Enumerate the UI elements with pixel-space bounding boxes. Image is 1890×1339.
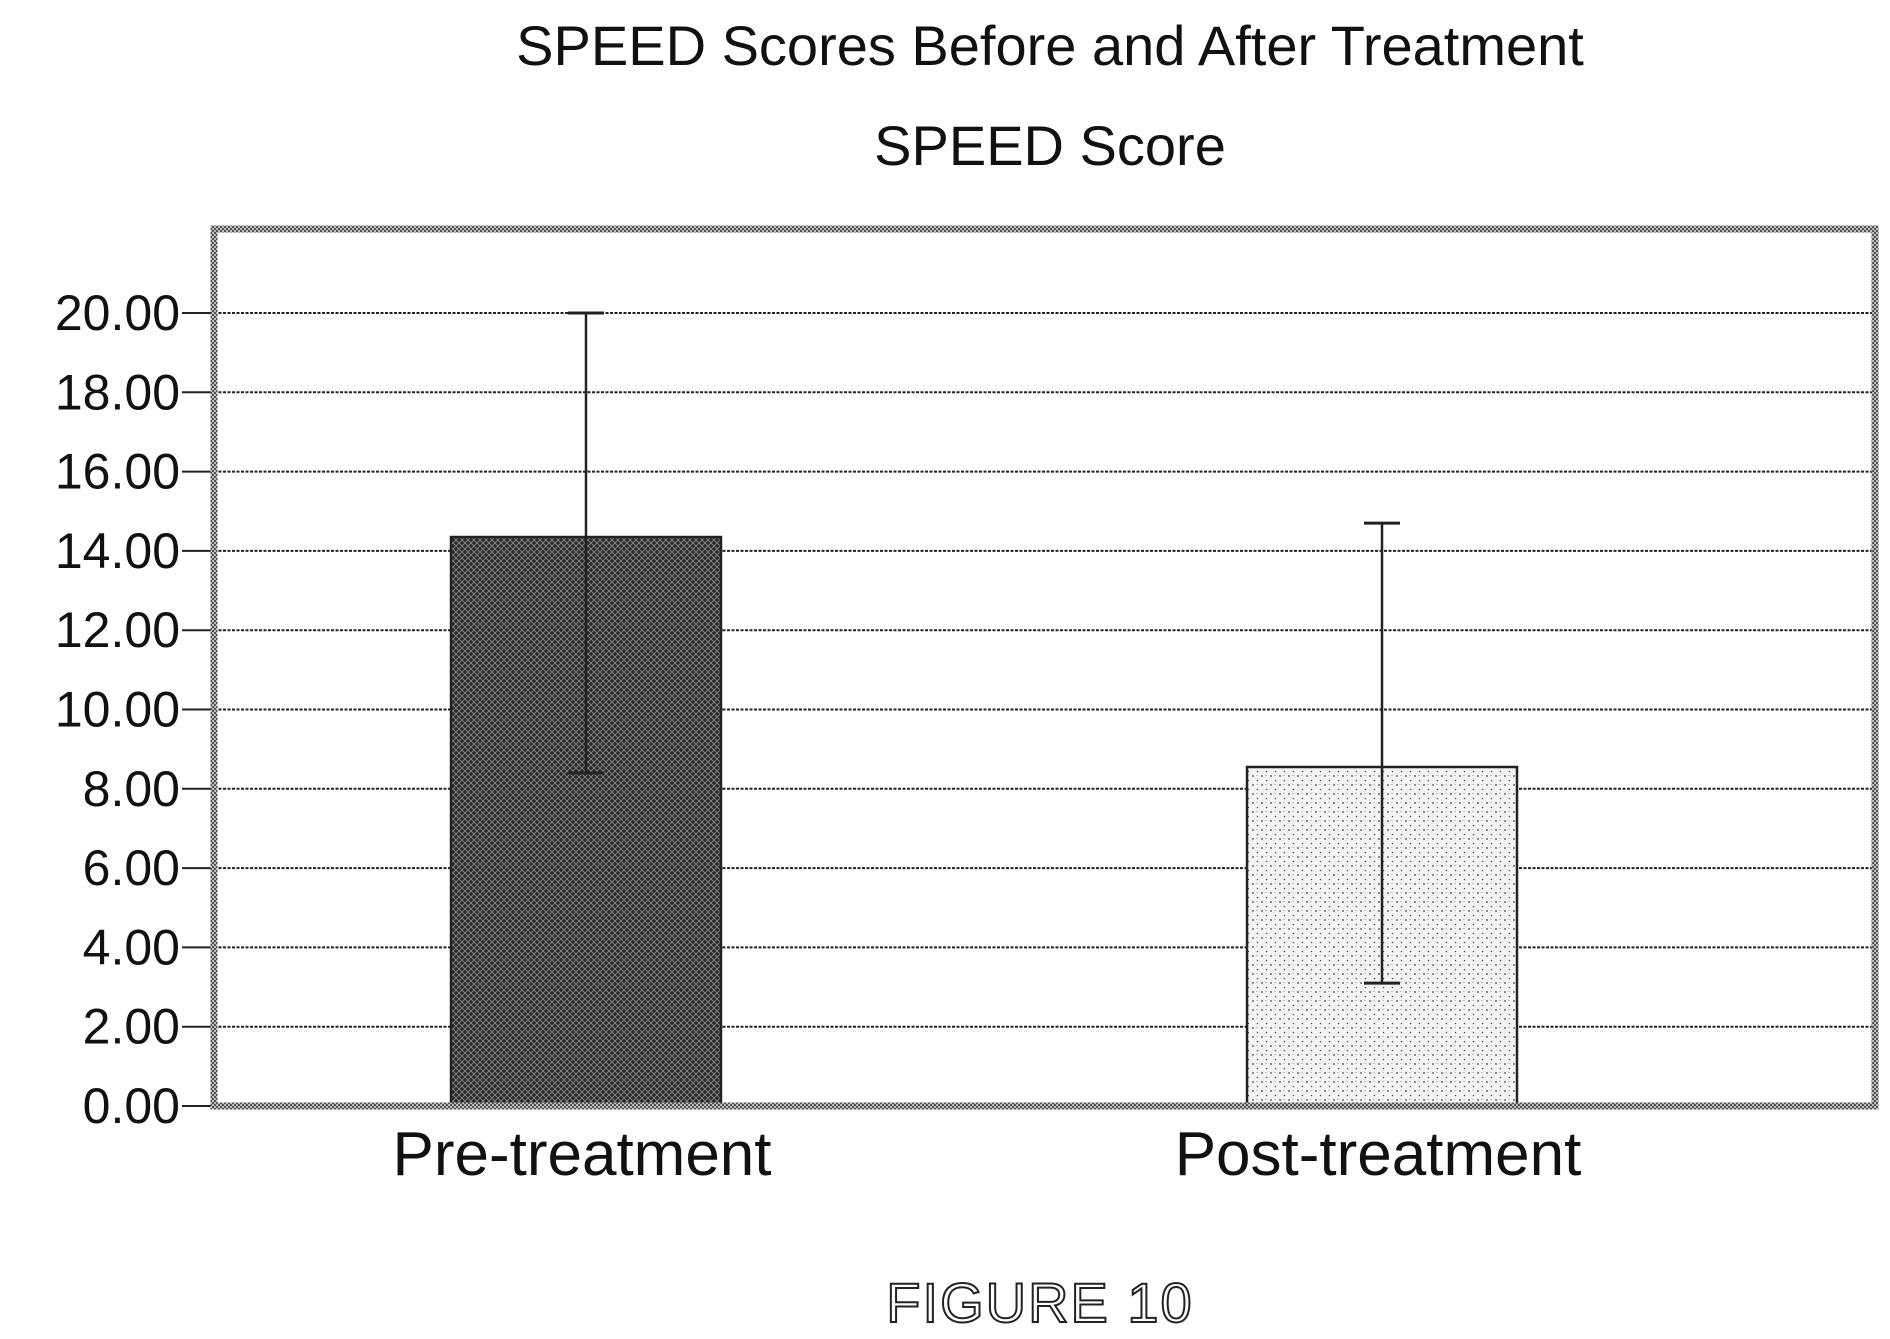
plot-frame bbox=[210, 225, 1879, 1110]
y-tick-label: 8.00 bbox=[83, 761, 180, 817]
y-tick-label: 4.00 bbox=[83, 919, 180, 975]
y-tick-label: 12.00 bbox=[55, 602, 180, 658]
y-tick-label: 0.00 bbox=[83, 1078, 180, 1134]
y-tick-label: 16.00 bbox=[55, 444, 180, 500]
x-category-label: Pre-treatment bbox=[392, 1120, 771, 1189]
y-tick-label: 10.00 bbox=[55, 682, 180, 738]
y-tick-label: 14.00 bbox=[55, 523, 180, 579]
figure-label: FIGURE 10 bbox=[885, 1270, 1194, 1335]
y-tick-label: 20.00 bbox=[55, 285, 180, 341]
y-tick-label: 6.00 bbox=[83, 840, 180, 896]
y-tick-label: 18.00 bbox=[55, 364, 180, 420]
plot-area: 0.00 2.00 4.00 6.00 8.00 10.00 12.00 14.00 16.00… bbox=[55, 225, 1879, 1189]
chart-title: SPEED Scores Before and After Treatment bbox=[516, 14, 1584, 77]
chart-subtitle: SPEED Score bbox=[874, 114, 1226, 177]
y-tick-label: 2.00 bbox=[83, 999, 180, 1055]
x-category-label: Post-treatment bbox=[1175, 1120, 1582, 1189]
